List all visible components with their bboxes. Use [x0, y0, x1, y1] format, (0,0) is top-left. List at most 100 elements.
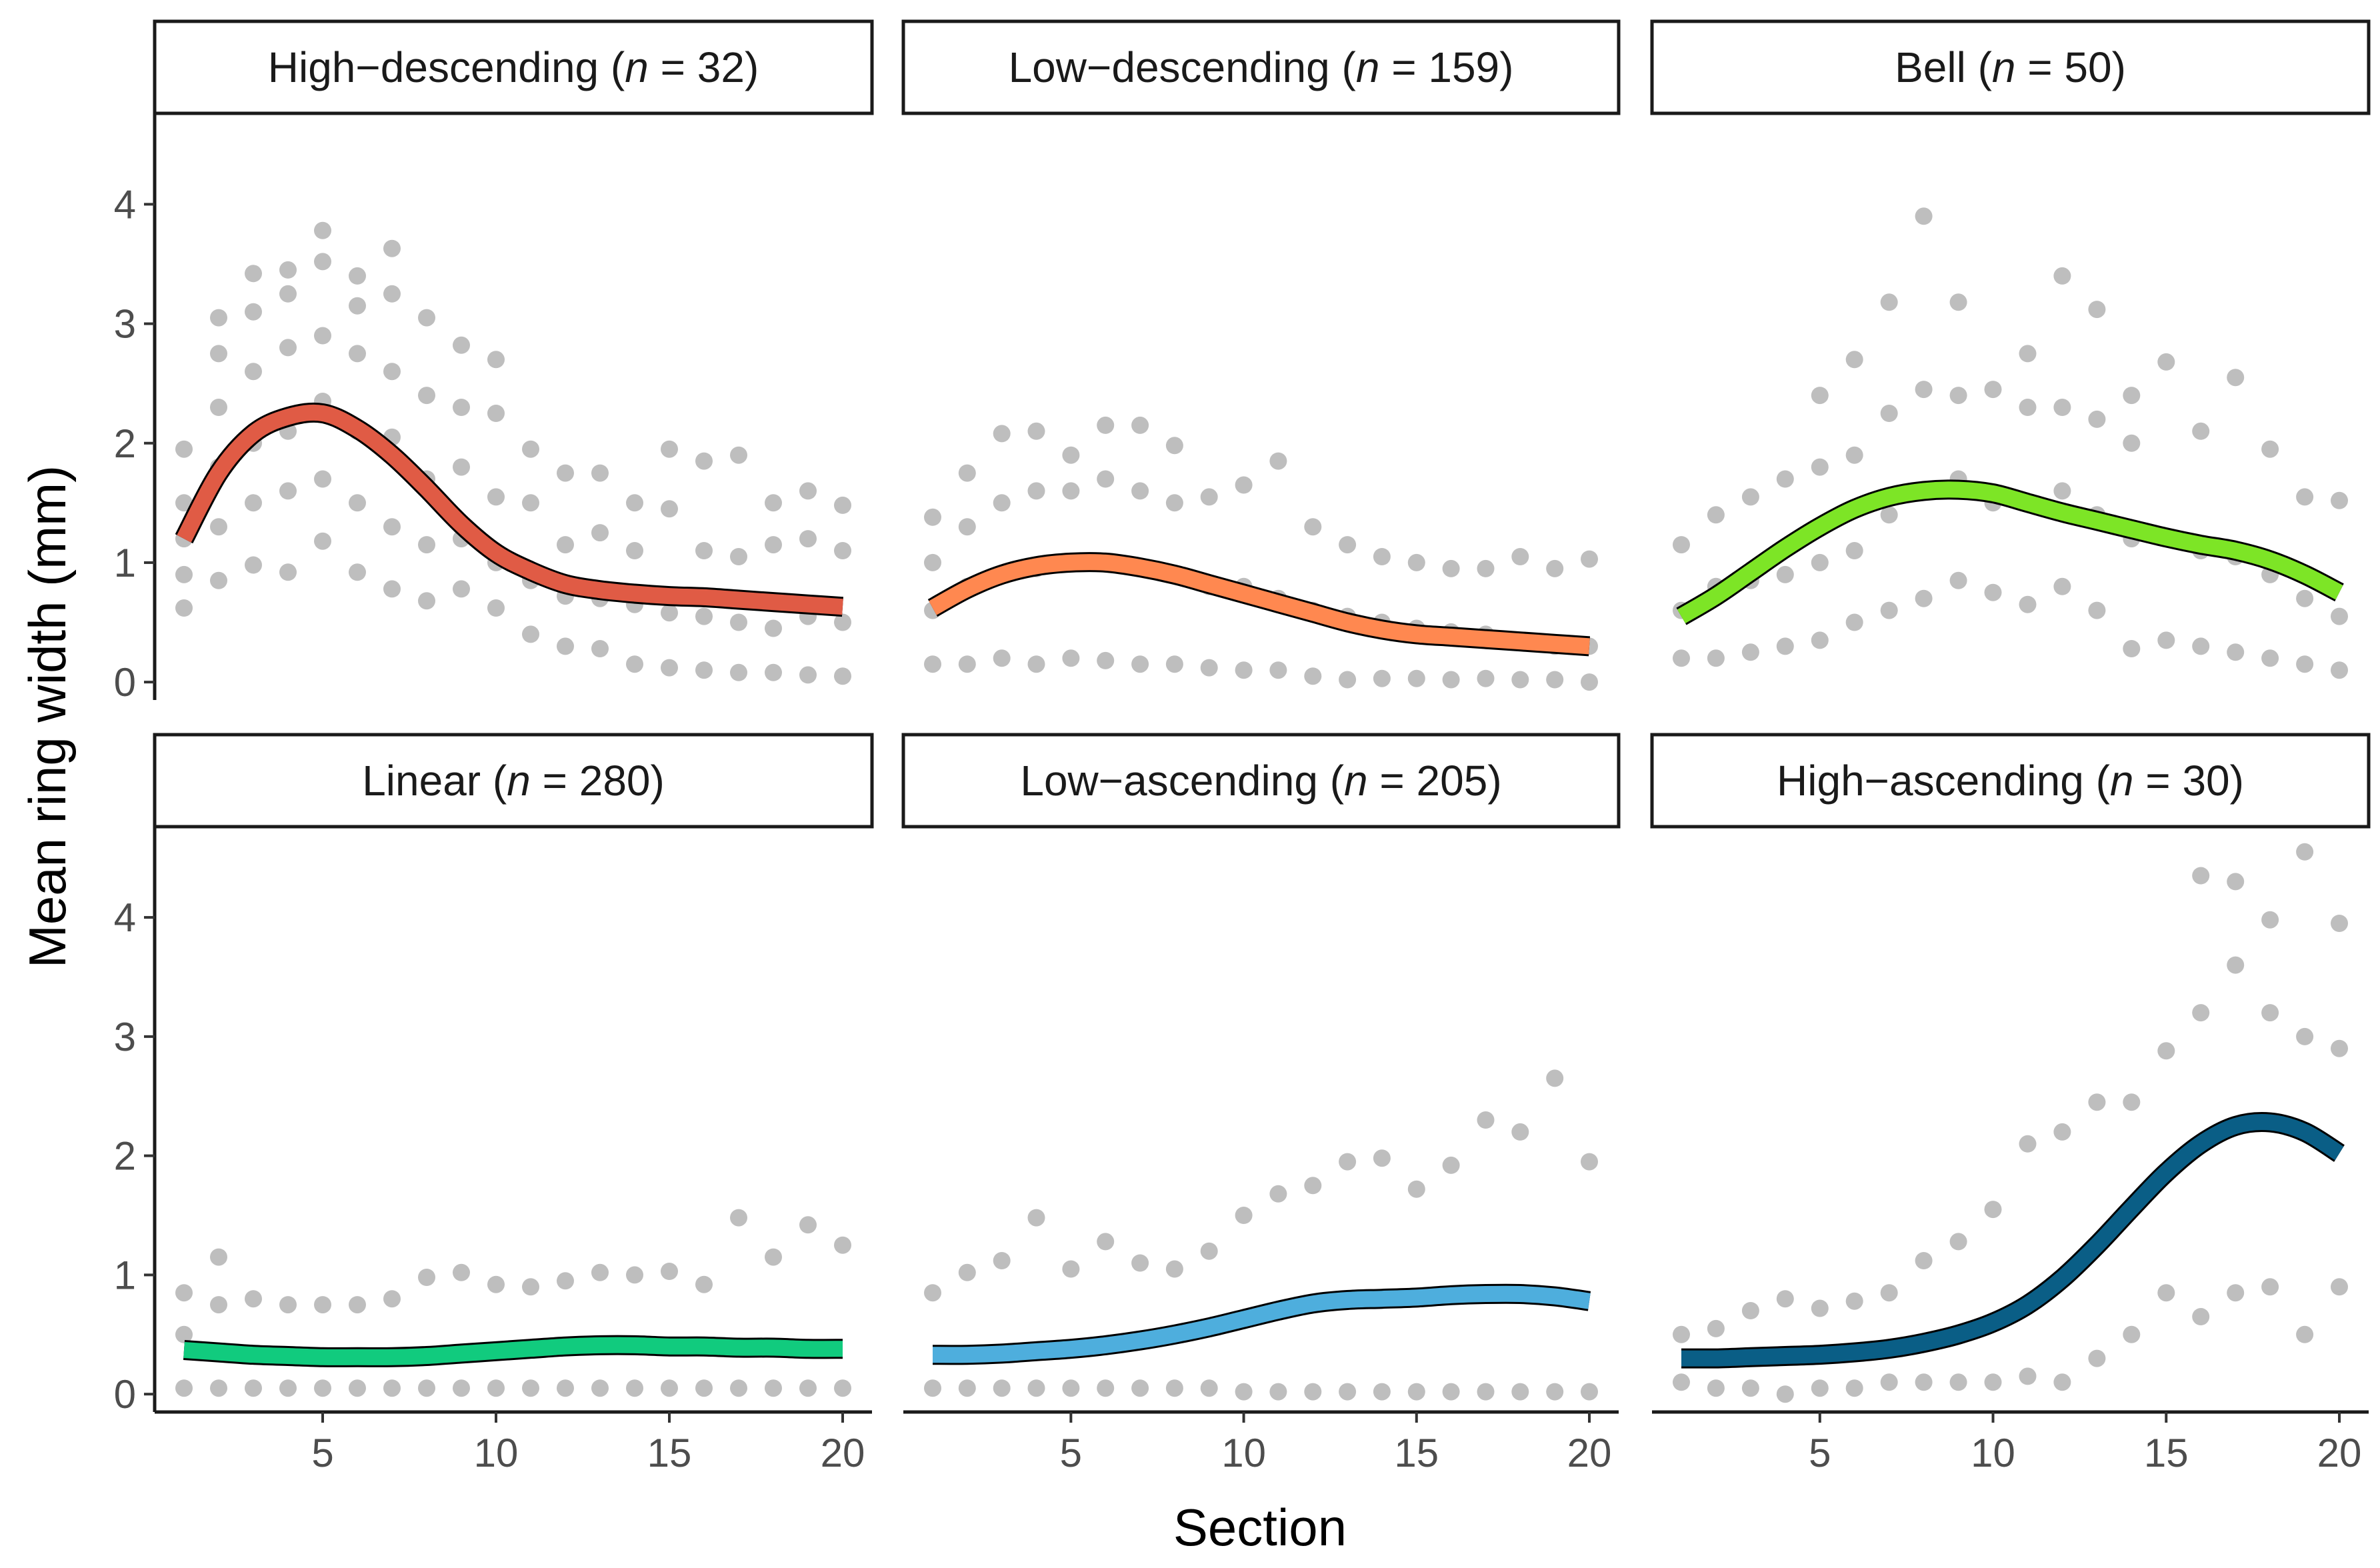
facet-3-strip-n-symbol: n	[1992, 43, 2016, 91]
facet-1-point	[175, 440, 193, 458]
facet-1-point	[765, 494, 782, 512]
facet-4-point	[730, 1379, 747, 1397]
facet-5-point	[1407, 1383, 1425, 1401]
facet-5-point	[1131, 1379, 1149, 1397]
facet-3-strip-box	[1650, 19, 2371, 115]
facet-3-point	[1811, 631, 1829, 649]
facet-2-point	[1373, 669, 1391, 687]
facet-6-curve	[1681, 1114, 2344, 1367]
facet-5-point	[1581, 1153, 1598, 1171]
facet-4-point	[557, 1379, 574, 1397]
facet-1-point	[245, 265, 262, 283]
facet-1-point	[349, 297, 366, 315]
facet-3-point	[2123, 640, 2141, 657]
facet-6-point	[2261, 1278, 2279, 1296]
facet-2-point	[1546, 559, 1564, 577]
facet-2-point	[1546, 671, 1564, 689]
facet-6-point	[1880, 1373, 1898, 1391]
facet-4-strip-label: Linear (n = 280)	[362, 757, 665, 805]
facet-1-point	[487, 405, 505, 422]
facet-3-point	[1673, 649, 1690, 667]
facet-6-point	[2296, 1325, 2314, 1343]
x-tick-label: 5	[311, 1431, 333, 1475]
facet-1-point	[522, 440, 539, 458]
facet-1-point	[799, 482, 817, 500]
facet-1-point	[453, 580, 470, 598]
facet-5-point	[1373, 1149, 1391, 1167]
facet-4-point	[210, 1296, 227, 1314]
facet-6-point	[2053, 1123, 2071, 1141]
facet-3-point	[1673, 536, 1690, 554]
facet-5-point	[993, 1379, 1011, 1397]
facet-1-point	[834, 496, 851, 514]
facet-3-point	[1741, 488, 1759, 506]
facet-4-point	[453, 1263, 470, 1281]
facet-4-point	[279, 1296, 297, 1314]
facet-4-point	[522, 1379, 539, 1397]
facet-5-point	[1442, 1156, 1460, 1174]
facet-2-point	[993, 494, 1011, 512]
facet-1-point	[557, 637, 574, 655]
facet-4-point	[175, 1379, 193, 1397]
facet-2-point	[1339, 671, 1357, 689]
facet-6-point	[1673, 1325, 1690, 1343]
facet-3-point	[1845, 542, 1863, 559]
facet-5-point	[958, 1263, 976, 1281]
facet-3-point	[2088, 301, 2106, 319]
y-tick-label: 0	[114, 660, 136, 705]
facet-3-point	[1776, 637, 1794, 655]
facet-1-point	[279, 285, 297, 303]
facet-3-point	[1984, 381, 2002, 399]
facet-4-point	[383, 1290, 401, 1308]
facet-5-strip-name: Low−ascending (	[1020, 757, 1344, 805]
y-tick-label: 1	[114, 1253, 136, 1297]
facet-2-point	[1027, 482, 1045, 500]
facet-6-point	[1949, 1373, 1967, 1391]
facet-5-curve	[932, 1285, 1591, 1363]
facet-6-point	[1741, 1302, 1759, 1319]
facet-4-point	[175, 1325, 193, 1343]
facet-2-point	[1269, 661, 1287, 679]
facet-3-point	[2261, 649, 2279, 667]
facet-3-point	[1880, 405, 1898, 422]
facet-3-point	[1949, 387, 1967, 405]
facet-4-panel: Linear (n = 280) 0 1 2 3 4 5 10 15 20	[114, 733, 874, 1475]
facet-4-point	[279, 1379, 297, 1397]
facet-6-point	[2088, 1093, 2106, 1111]
facet-2-point	[958, 655, 976, 673]
facet-3-point	[2331, 491, 2348, 509]
facet-6-point	[1741, 1379, 1759, 1397]
facet-1-point	[557, 464, 574, 482]
facet-5-point	[924, 1284, 941, 1302]
facet-3-point	[2123, 387, 2141, 405]
facet-6-point	[2227, 956, 2245, 974]
facet-6-point	[1915, 1252, 1933, 1269]
facet-2-point	[1339, 536, 1357, 554]
facet-6-point	[1915, 1373, 1933, 1391]
facet-4-strip-n-value: = 280)	[531, 757, 665, 805]
facet-2-point	[1442, 671, 1460, 689]
facet-6-point	[2192, 1308, 2210, 1325]
facet-3-point	[2157, 631, 2175, 649]
facet-6-point	[2296, 843, 2314, 861]
facet-5-point	[1477, 1383, 1495, 1401]
facet-1-point	[383, 363, 401, 381]
facet-4-point	[314, 1379, 331, 1397]
facet-6-strip-n-value: = 30)	[2134, 757, 2244, 805]
y-tick-label: 2	[114, 1134, 136, 1179]
facet-1-point	[591, 640, 609, 657]
facet-5-point	[1477, 1111, 1495, 1129]
facet-5-point	[924, 1379, 941, 1397]
facet-2-strip-box	[901, 19, 1621, 115]
facet-6-point	[2331, 915, 2348, 932]
facet-5-point	[1235, 1383, 1253, 1401]
facet-1-point	[245, 556, 262, 574]
facet-1-point	[730, 663, 747, 681]
facet-1-strip-name: High−descending (	[268, 43, 625, 91]
facet-2-point	[924, 553, 941, 571]
facet-3-points	[1673, 207, 2348, 679]
facet-3-point	[2053, 267, 2071, 285]
facet-2-point	[1511, 548, 1529, 565]
facet-4-point	[695, 1379, 713, 1397]
